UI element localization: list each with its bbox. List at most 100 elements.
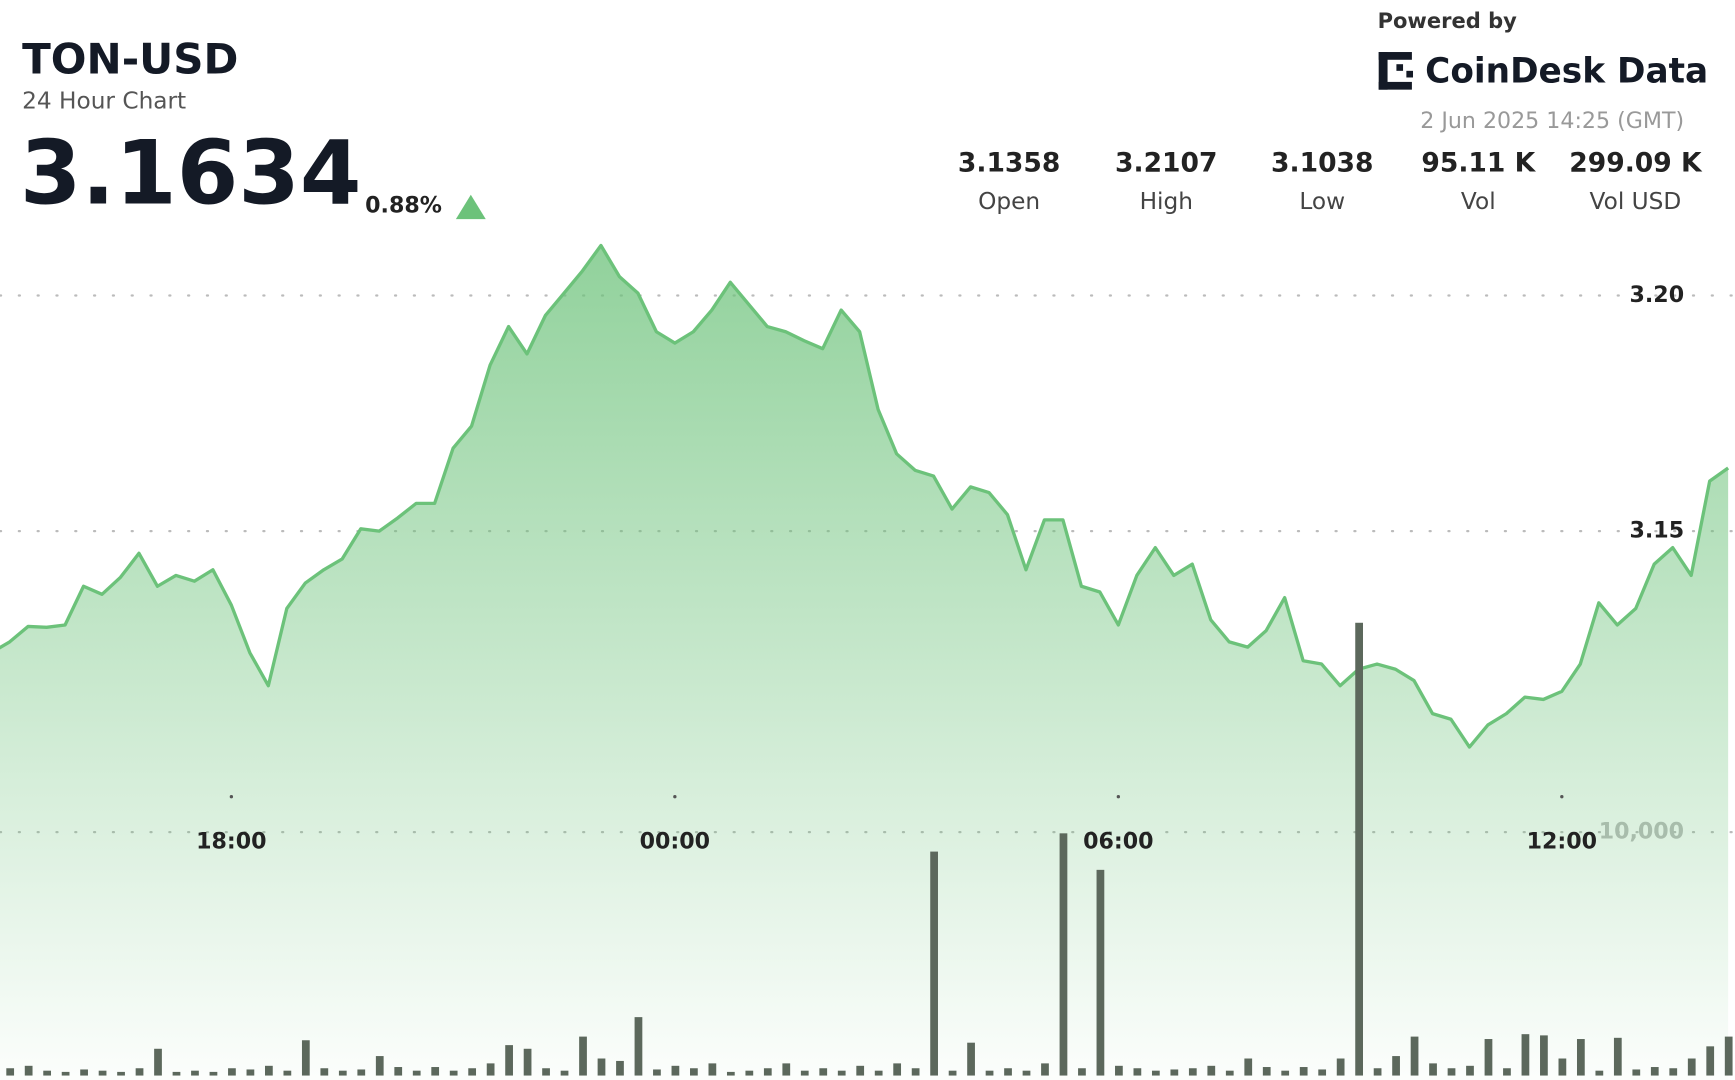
volume-bar xyxy=(542,1068,550,1076)
volume-bar xyxy=(301,1040,310,1076)
stat-label: Low xyxy=(1299,188,1345,215)
volume-bar xyxy=(1392,1056,1400,1076)
price: 3.1634 xyxy=(20,122,362,225)
volume-bar xyxy=(1595,1070,1604,1076)
volume-bar xyxy=(1022,1070,1031,1076)
volume-bar xyxy=(1188,1068,1197,1076)
volume-bar xyxy=(1133,1068,1142,1076)
volume-bar xyxy=(1484,1039,1493,1076)
volume-bar xyxy=(1687,1058,1696,1076)
brand: CoinDesk Data xyxy=(1425,52,1708,92)
volume-bar xyxy=(1170,1069,1179,1076)
y-tick-label: 3.15 xyxy=(1630,518,1685,544)
volume-bar xyxy=(1706,1046,1715,1076)
volume-bar xyxy=(1244,1058,1253,1076)
brand-logo xyxy=(1378,52,1414,90)
volume-bar xyxy=(579,1036,587,1076)
volume-bar xyxy=(24,1065,33,1076)
volume-bar xyxy=(634,1017,643,1076)
volume-bar xyxy=(505,1045,513,1076)
volume-bar xyxy=(671,1065,680,1076)
price-area xyxy=(0,245,1729,1080)
x-tick-mark xyxy=(673,795,677,799)
volume-bar xyxy=(320,1068,329,1076)
volume-bar xyxy=(616,1060,624,1076)
x-tick-label: 12:00 xyxy=(1527,829,1597,855)
volume-bar xyxy=(1318,1069,1327,1076)
volume-bar xyxy=(1281,1070,1290,1076)
volume-bar xyxy=(1503,1068,1511,1076)
powered-by: Powered by xyxy=(1378,8,1518,33)
volume-bar xyxy=(653,1069,661,1076)
stat-value: 95.11 K xyxy=(1421,147,1536,178)
volume-bar xyxy=(911,1068,920,1076)
volume-bar xyxy=(874,1070,883,1076)
x-tick-label: 00:00 xyxy=(640,829,710,855)
volume-bar xyxy=(412,1070,421,1076)
volume-bar xyxy=(819,1068,828,1076)
stat-label: Open xyxy=(978,188,1040,215)
volume-bar xyxy=(1115,1065,1123,1076)
stats: 3.1358 Open 3.2107 High 3.1038 Low 95.11 K Vol 2… xyxy=(958,147,1703,215)
timestamp: 2 Jun 2025 14:25 (GMT) xyxy=(1420,108,1684,134)
volume-bar xyxy=(283,1070,292,1076)
volume-bar xyxy=(597,1058,606,1076)
x-tick-mark xyxy=(1116,795,1121,799)
volume-bar xyxy=(690,1068,698,1076)
volume-bar xyxy=(1540,1035,1548,1076)
volume-bar xyxy=(800,1070,809,1076)
volume-bar xyxy=(948,1070,957,1076)
volume-bar xyxy=(856,1065,865,1076)
pair-title: TON-USD xyxy=(22,34,238,83)
volume-bar xyxy=(1447,1068,1456,1076)
volume-bar xyxy=(930,851,938,1076)
volume-bar xyxy=(763,1068,772,1076)
x-tick-mark xyxy=(1560,795,1564,799)
volume-bar xyxy=(1558,1058,1567,1076)
volume-bar xyxy=(967,1042,975,1076)
stat-value: 3.1358 xyxy=(958,147,1060,178)
volume-bar xyxy=(1632,1069,1641,1076)
volume-bar xyxy=(80,1069,88,1076)
stat-label: High xyxy=(1140,188,1193,215)
volume-bar xyxy=(782,1063,791,1076)
volume-bar xyxy=(394,1067,403,1076)
volume-bar xyxy=(449,1070,458,1076)
volume-bar xyxy=(154,1048,162,1076)
volume-bar xyxy=(209,1071,218,1076)
volume-bar xyxy=(265,1065,273,1076)
volume-bar xyxy=(837,1070,846,1076)
volume-bar xyxy=(1669,1068,1678,1076)
volume-bar xyxy=(708,1063,717,1076)
volume-bar xyxy=(338,1070,347,1076)
stat-value: 3.1038 xyxy=(1271,147,1373,178)
price-line xyxy=(0,243,1730,749)
volume-bar xyxy=(1521,1034,1530,1076)
volume-bar xyxy=(172,1071,181,1076)
volume-bar xyxy=(1207,1065,1216,1076)
volume-bar xyxy=(1262,1067,1271,1076)
subtitle: 24 Hour Chart xyxy=(22,87,186,114)
volume-bar xyxy=(1429,1063,1437,1076)
volume-bar xyxy=(893,1063,902,1076)
volume-bar xyxy=(1410,1036,1419,1076)
volume-bar xyxy=(1613,1037,1622,1076)
volume-bar xyxy=(43,1070,52,1076)
volume-bar xyxy=(98,1070,107,1076)
volume-bar xyxy=(117,1071,125,1076)
volume-bar xyxy=(1299,1067,1308,1076)
volume-bar xyxy=(985,1070,994,1076)
volume-bar xyxy=(560,1070,569,1076)
volume-bar xyxy=(246,1069,255,1076)
x-tick-label: 06:00 xyxy=(1083,829,1153,855)
volume-bar xyxy=(726,1071,735,1076)
volume-bar xyxy=(1041,1063,1049,1076)
up-arrow xyxy=(455,194,486,220)
volume-bar xyxy=(1151,1070,1160,1076)
volume-bar xyxy=(1650,1067,1659,1076)
stat-label: Vol USD xyxy=(1590,188,1682,215)
stat-value: 299.09 K xyxy=(1569,147,1703,178)
